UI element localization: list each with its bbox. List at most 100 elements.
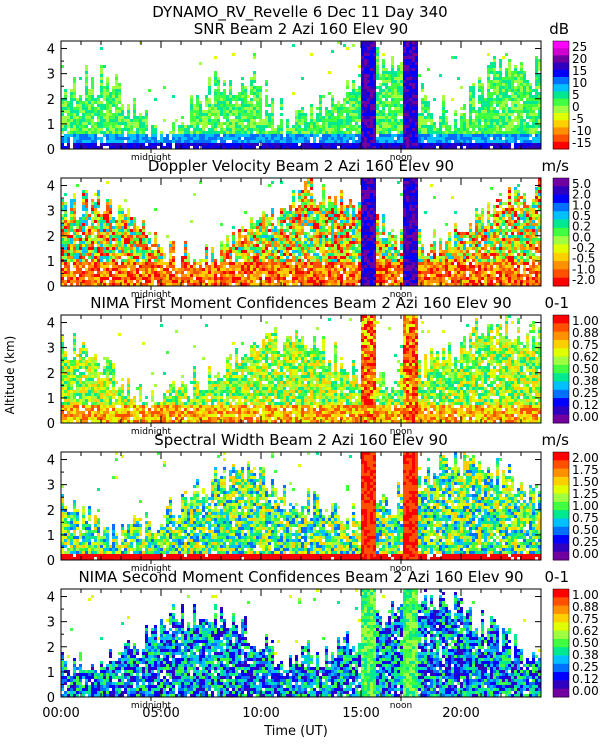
field-cell [238, 277, 241, 280]
field-cell [133, 277, 136, 280]
field-cell [271, 113, 274, 116]
field-cell [403, 128, 406, 131]
field-cell [79, 119, 82, 122]
field-cell [133, 131, 136, 134]
field-cell [298, 241, 301, 244]
field-cell [469, 113, 472, 116]
field-cell [196, 131, 199, 134]
field-cell [271, 229, 274, 232]
field-cell [88, 128, 91, 131]
field-cell [496, 95, 499, 98]
field-cell [124, 238, 127, 241]
field-cell [340, 226, 343, 229]
field-cell [139, 128, 142, 131]
field-cell [397, 146, 400, 149]
field-cell [229, 262, 232, 265]
field-cell [238, 232, 241, 235]
field-cell [394, 140, 397, 143]
field-cell [190, 125, 193, 128]
field-cell [409, 59, 412, 62]
field-cell [535, 143, 538, 146]
field-cell [355, 101, 358, 104]
field-cell [532, 113, 535, 116]
field-cell [283, 238, 286, 241]
field-cell [535, 59, 538, 62]
field-cell [349, 259, 352, 262]
field-cell [403, 41, 406, 44]
field-cell [190, 140, 193, 143]
field-cell [157, 250, 160, 253]
field-cell [316, 223, 319, 226]
field-cell [97, 107, 100, 110]
field-cell [184, 128, 187, 131]
field-cell [238, 98, 241, 101]
field-cell [91, 80, 94, 83]
field-cell [133, 226, 136, 229]
field-cell [193, 137, 196, 140]
field-cell [499, 119, 502, 122]
field-cell [361, 107, 364, 110]
field-cell [493, 134, 496, 137]
field-cell [196, 128, 199, 131]
field-cell [82, 217, 85, 220]
field-cell [115, 104, 118, 107]
field-cell [133, 220, 136, 223]
field-cell [85, 71, 88, 74]
field-cell [403, 71, 406, 74]
field-cell [349, 271, 352, 274]
field-cell [508, 122, 511, 125]
field-cell [373, 53, 376, 56]
field-cell [385, 104, 388, 107]
field-cell [181, 134, 184, 137]
field-cell [229, 128, 232, 131]
field-cell [502, 98, 505, 101]
field-cell [187, 259, 190, 262]
field-cell [271, 259, 274, 262]
field-cell [496, 131, 499, 134]
field-cell [274, 283, 277, 286]
field-cell [181, 125, 184, 128]
field-cell [526, 101, 529, 104]
field-cell [253, 137, 256, 140]
field-cell [514, 116, 517, 119]
field-cell [235, 247, 238, 250]
field-cell [316, 119, 319, 122]
field-cell [85, 262, 88, 265]
field-cell [346, 259, 349, 262]
field-cell [91, 262, 94, 265]
field-cell [331, 223, 334, 226]
field-cell [400, 122, 403, 125]
field-cell [400, 77, 403, 80]
field-cell [88, 229, 91, 232]
field-cell [343, 259, 346, 262]
field-cell [238, 131, 241, 134]
field-cell [184, 137, 187, 140]
field-cell [265, 244, 268, 247]
field-cell [172, 95, 175, 98]
field-cell [94, 229, 97, 232]
field-cell [361, 68, 364, 71]
field-cell [133, 104, 136, 107]
field-cell [118, 283, 121, 286]
field-cell [238, 107, 241, 110]
field-cell [247, 146, 250, 149]
field-cell [109, 95, 112, 98]
field-cell [130, 143, 133, 146]
field-cell [244, 128, 247, 131]
field-cell [343, 134, 346, 137]
field-cell [346, 113, 349, 116]
field-cell [421, 89, 424, 92]
field-cell [223, 271, 226, 274]
field-cell [517, 107, 520, 110]
field-cell [157, 277, 160, 280]
field-cell [148, 283, 151, 286]
field-cell [265, 101, 268, 104]
field-cell [319, 113, 322, 116]
field-cell [286, 217, 289, 220]
field-cell [373, 113, 376, 116]
field-cell [124, 280, 127, 283]
field-cell [340, 256, 343, 259]
field-cell [499, 65, 502, 68]
field-data [61, 41, 541, 149]
field-cell [112, 256, 115, 259]
